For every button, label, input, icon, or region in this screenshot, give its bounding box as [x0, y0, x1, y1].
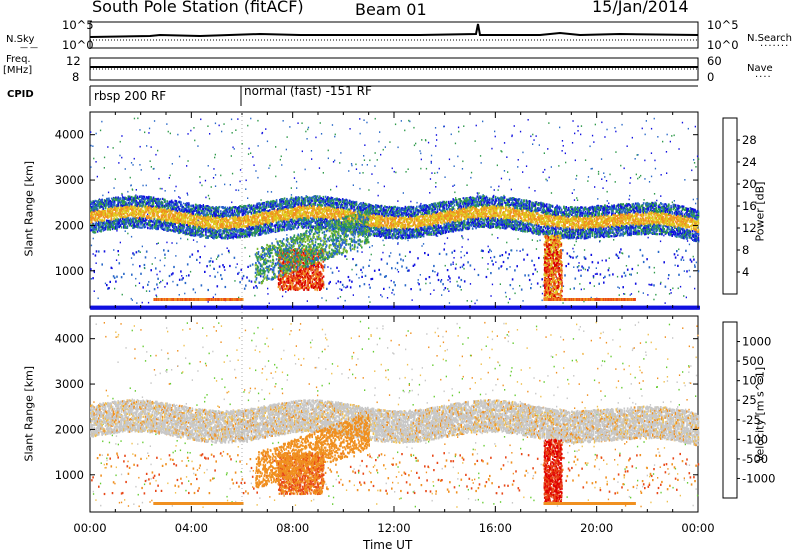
cpid-strip	[89, 85, 698, 106]
nave-label: Nave	[747, 63, 773, 74]
colorbar-tick-label: 24	[742, 155, 757, 169]
colorbar-tick-label: -25	[742, 413, 761, 427]
colorbar-tick-label: -1000	[742, 471, 775, 485]
vel-data-cells	[90, 320, 700, 508]
y-tick-label: 2000	[55, 422, 84, 436]
cpid-mode-1: rbsp 200 RF	[94, 89, 166, 103]
x-tick-label: 04:00	[175, 521, 208, 535]
y-tick-label: 1000	[55, 264, 84, 278]
x-tick-label: 00:00	[73, 521, 106, 535]
vel-colorbar: 1000 500 100 25 -25 -100 -500 -1000	[722, 321, 775, 499]
colorbar-tick-label: 8	[742, 243, 749, 257]
noise-axis-bottom: 10^0	[62, 38, 94, 52]
nsky-label: N.Sky	[6, 34, 34, 45]
velocity-panel	[89, 315, 700, 513]
nsearch-label: N.Search	[747, 33, 792, 44]
beam-title: Beam 01	[355, 0, 427, 19]
freq-label: Freq.	[6, 54, 31, 65]
x-axis-label: Time UT	[363, 538, 412, 552]
nsearch-dot-legend: ·······	[760, 41, 789, 52]
noise-axis-bottom-right: 10^0	[707, 38, 739, 52]
cpid-mode-2: normal (fast) -151 RF	[244, 84, 372, 98]
colorbar-tick-label: 28	[742, 133, 757, 147]
date-title: 15/Jan/2014	[592, 0, 689, 16]
colorbar-tick-label: 1000	[742, 335, 771, 349]
nave-dot-legend: ····	[755, 72, 772, 83]
y-tick-label: 3000	[55, 173, 84, 187]
power-colorbar: 28 24 20 16 12 8 4	[722, 117, 757, 295]
x-tick-label: 00:00	[681, 521, 714, 535]
station-title: South Pole Station (fitACF)	[92, 0, 304, 16]
colorbar-tick-label: 16	[742, 199, 757, 213]
y-tick-label: 4000	[55, 332, 84, 346]
noise-axis-top: 10^5	[62, 18, 94, 32]
colorbar-tick-label: 4	[742, 265, 749, 279]
colorbar-tick-label: -100	[742, 432, 768, 446]
x-tick-label: 20:00	[580, 521, 613, 535]
freq-unit: [MHz]	[3, 65, 32, 76]
cpid-label: CPID	[7, 89, 34, 100]
colorbar-tick-label: 12	[742, 221, 757, 235]
y-tick-label: 1000	[55, 468, 84, 482]
y-tick-label: 4000	[55, 128, 84, 142]
power-panel	[89, 111, 700, 310]
x-tick-label: 08:00	[276, 521, 309, 535]
nsky-trace	[89, 23, 699, 38]
colorbar-tick-label: 100	[742, 374, 764, 388]
x-tick-label: 16:00	[479, 521, 512, 535]
nave-axis-bottom: 0	[707, 70, 714, 84]
colorbar-tick-label: -500	[742, 452, 768, 466]
noise-axis-top-right: 10^5	[707, 18, 739, 32]
colorbar-tick-label: 20	[742, 177, 757, 191]
power-data-cells	[90, 117, 700, 310]
colorbar-tick-label: 500	[742, 354, 764, 368]
nave-axis-top: 60	[707, 54, 722, 68]
y-tick-label: 2000	[55, 218, 84, 232]
freq-axis-bottom: 8	[72, 70, 79, 84]
x-tick-label: 12:00	[377, 521, 410, 535]
nsky-dash-legend: ——	[20, 43, 40, 52]
y-tick-label: 3000	[55, 377, 84, 391]
colorbar-tick-label: 25	[742, 393, 757, 407]
freq-strip	[89, 57, 699, 81]
noise-strip	[89, 21, 699, 49]
freq-axis-top: 12	[66, 54, 81, 68]
